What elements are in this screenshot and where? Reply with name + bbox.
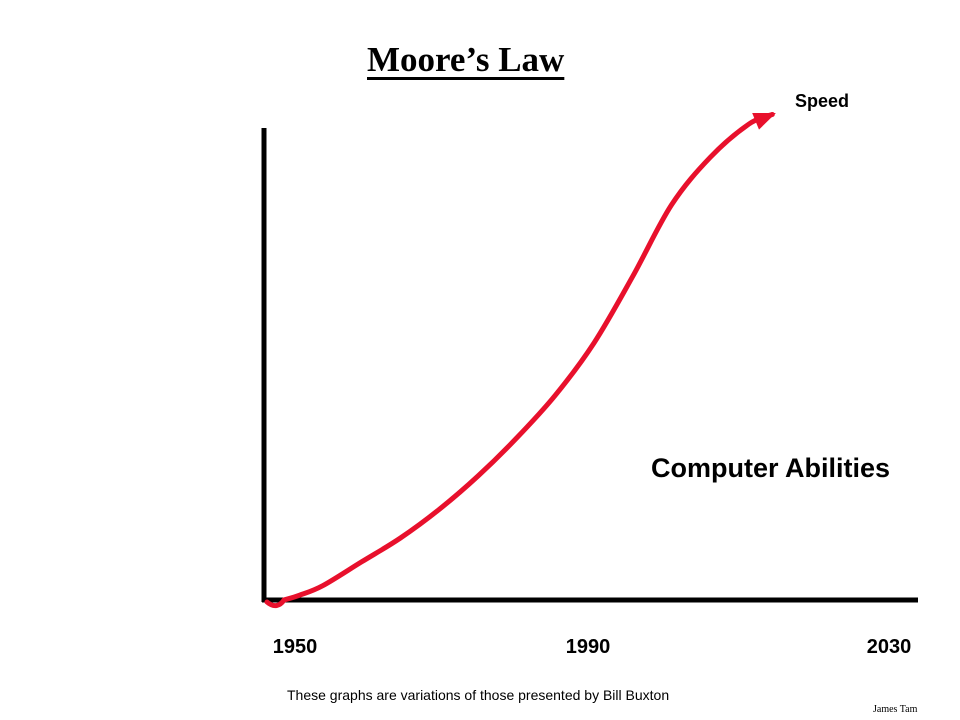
author-credit: James Tam <box>873 704 918 715</box>
x-tick-label-2030: 2030 <box>867 636 912 658</box>
source-note: These graphs are variations of those pre… <box>287 687 670 703</box>
chart-title: Moore’s Law <box>367 40 565 79</box>
x-tick-label-1950: 1950 <box>273 636 318 658</box>
speed-curve <box>281 111 775 603</box>
speed-label: Speed <box>795 91 849 111</box>
x-tick-label-1990: 1990 <box>566 636 611 658</box>
computer-abilities-label: Computer Abilities <box>651 453 890 483</box>
speed-arrowhead <box>752 112 776 130</box>
